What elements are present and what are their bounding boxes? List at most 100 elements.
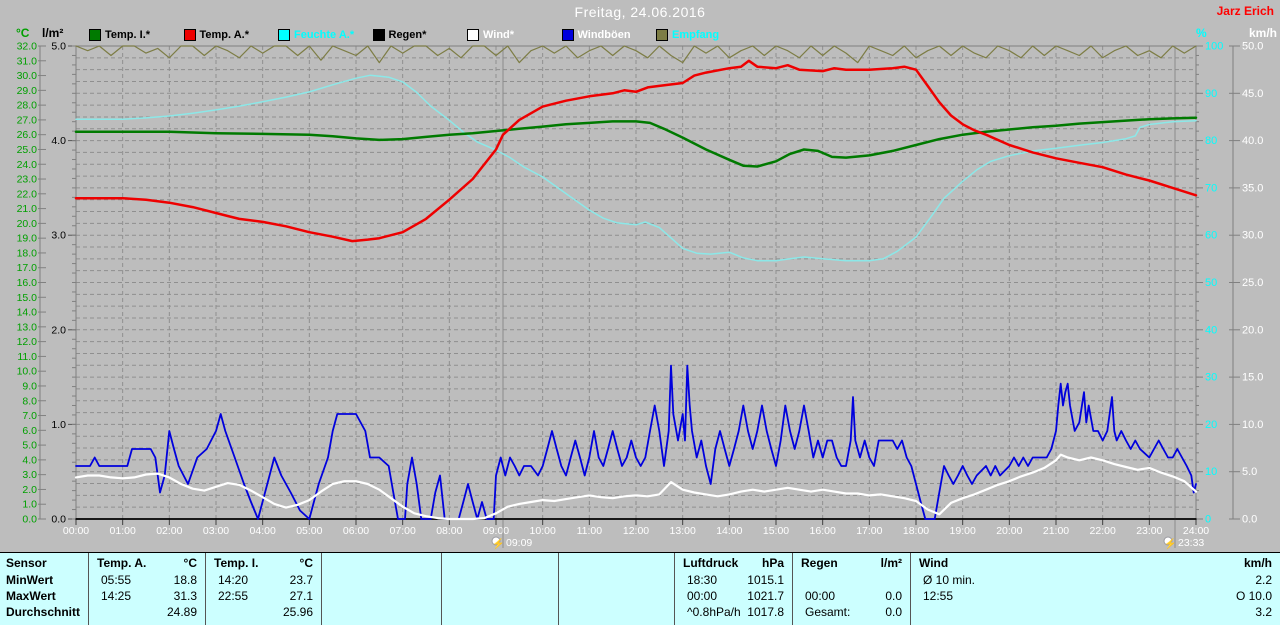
temp-tick-label: 12.0: [17, 336, 38, 348]
series-empfang-line: [75, 45, 1197, 64]
cell-time: [322, 604, 334, 620]
temp-tick-label: 15.0: [17, 292, 38, 304]
time-tick-label: 07:00: [390, 525, 416, 537]
table-column-empty: [322, 553, 442, 625]
lightning-icon: ⚡: [492, 537, 504, 550]
table-row-label: MinWert: [0, 572, 88, 588]
humidity-tick-label: 90: [1205, 88, 1217, 100]
humidity-tick-label: 70: [1205, 182, 1217, 194]
table-row: 25.96: [206, 604, 321, 620]
temp-tick-label: 22.0: [17, 188, 38, 200]
temp-tick-label: 32.0: [17, 41, 38, 53]
legend-label: Windböen: [577, 29, 631, 41]
cell-time: Ø 10 min.: [923, 573, 976, 587]
table-row-label-text: MinWert: [6, 573, 54, 587]
wind-tick-label: 35.0: [1242, 182, 1263, 194]
table-row: ^0.8hPa/h 1017.8: [675, 604, 792, 620]
time-tick-label: 23:00: [1136, 525, 1162, 537]
table-column-header: Luftdruck hPa: [675, 555, 792, 572]
table-row-label: Durchschnitt: [0, 604, 88, 620]
cell-time: [559, 588, 571, 604]
rain-axis-title: l/m²: [42, 26, 64, 40]
temp-tick-label: 21.0: [17, 203, 38, 215]
rain-tick-label: 5.0: [51, 41, 66, 53]
wind-tick-label: 30.0: [1242, 230, 1263, 242]
weather-chart-svg: 32.0 31.0 30.0 29.0 28.0 27.0 26.0 25.0 24.0 23.0…: [17, 41, 1264, 551]
legend-swatch-icon: [372, 29, 385, 41]
time-tick-label: 00:00: [63, 525, 89, 537]
table-column-header: Regen l/m²: [793, 555, 910, 572]
time-tick-label: 15:00: [763, 525, 789, 537]
temp-tick-label: 10.0: [17, 366, 38, 378]
humidity-tick-label: 0: [1205, 514, 1211, 526]
series-temp_a-line: [74, 59, 1198, 243]
time-tick-label: 16:00: [810, 525, 836, 537]
humidity-tick-label: 40: [1205, 324, 1217, 336]
table-row-label-column: Sensor MinWert MaxWert Durchschnitt: [0, 553, 89, 625]
column-unit: °C: [299, 556, 313, 570]
time-tick-label: 20:00: [996, 525, 1022, 537]
table-row-label-text: MaxWert: [6, 589, 56, 603]
cell-value: 24.89: [166, 605, 197, 619]
table-row: [322, 604, 441, 620]
table-column-tempi: Temp. I. °C 14:20 23.7 22:55 27.1 25.96: [206, 553, 322, 625]
cell-time: [559, 604, 571, 620]
time-tick-label: 05:00: [296, 525, 322, 537]
column-unit: [666, 555, 674, 572]
temp-tick-label: 30.0: [17, 70, 38, 82]
column-name: Temp. I.: [214, 556, 259, 570]
column-name: Temp. A.: [97, 556, 147, 570]
table-column-header: Temp. I. °C: [206, 555, 321, 572]
legend-item-empfang: Empfang: [656, 29, 719, 41]
column-unit: l/m²: [880, 556, 902, 570]
time-tick-label: 03:00: [203, 525, 229, 537]
cell-value: 27.1: [289, 589, 313, 603]
table-row: [442, 588, 558, 604]
time-tick-label: 18:00: [903, 525, 929, 537]
cell-time: [559, 572, 571, 588]
cell-time: 12:55: [923, 589, 954, 603]
cell-value: 3.2: [1255, 605, 1272, 619]
table-row: [559, 572, 674, 588]
cell-time: 05:55: [101, 573, 132, 587]
cell-time: [442, 588, 454, 604]
cell-time: [206, 604, 218, 620]
table-row: Gesamt: 0.0: [793, 604, 910, 620]
rain-tick-label: 2.0: [51, 324, 66, 336]
humidity-tick-label: 30: [1205, 372, 1217, 384]
wind-tick-label: 25.0: [1242, 277, 1263, 289]
table-row: 3.2: [911, 604, 1280, 620]
cell-time: [442, 604, 454, 620]
time-tick-label: 04:00: [250, 525, 276, 537]
cell-value: 31.3: [173, 589, 197, 603]
table-row: 24.89: [89, 604, 205, 620]
wind-tick-label: 40.0: [1242, 135, 1263, 147]
table-row: 12:55 O 10.0: [911, 588, 1280, 604]
humidity-tick-label: 10: [1205, 466, 1217, 478]
cell-value: [550, 604, 558, 620]
cell-time: 00:00: [687, 589, 718, 603]
temp-tick-label: 4.0: [22, 454, 37, 466]
time-tick-label: 14:00: [716, 525, 742, 537]
temp-tick-label: 9.0: [22, 380, 37, 392]
cell-time: 14:20: [218, 573, 249, 587]
wind-tick-label: 10.0: [1242, 419, 1263, 431]
cell-value: [666, 588, 674, 604]
table-column-header: [559, 555, 674, 572]
wind-tick-label: 15.0: [1242, 372, 1263, 384]
cell-value: [433, 604, 441, 620]
column-name: [322, 555, 330, 572]
humidity-tick-label: 80: [1205, 135, 1217, 147]
table-row: [322, 572, 441, 588]
table-row: [559, 604, 674, 620]
temp-tick-label: 6.0: [22, 425, 37, 437]
event-marker-label: 09:09: [506, 537, 532, 549]
table-row-label: MaxWert: [0, 588, 88, 604]
legend-item-feuchtea: Feuchte A.*: [278, 29, 354, 41]
table-row: 14:20 23.7: [206, 572, 321, 588]
lightning-icon: ⚡: [1164, 537, 1176, 550]
table-row: 18:30 1015.1: [675, 572, 792, 588]
column-unit: km/h: [1243, 556, 1272, 570]
temp-tick-label: 26.0: [17, 129, 38, 141]
temp-tick-label: 19.0: [17, 233, 38, 245]
